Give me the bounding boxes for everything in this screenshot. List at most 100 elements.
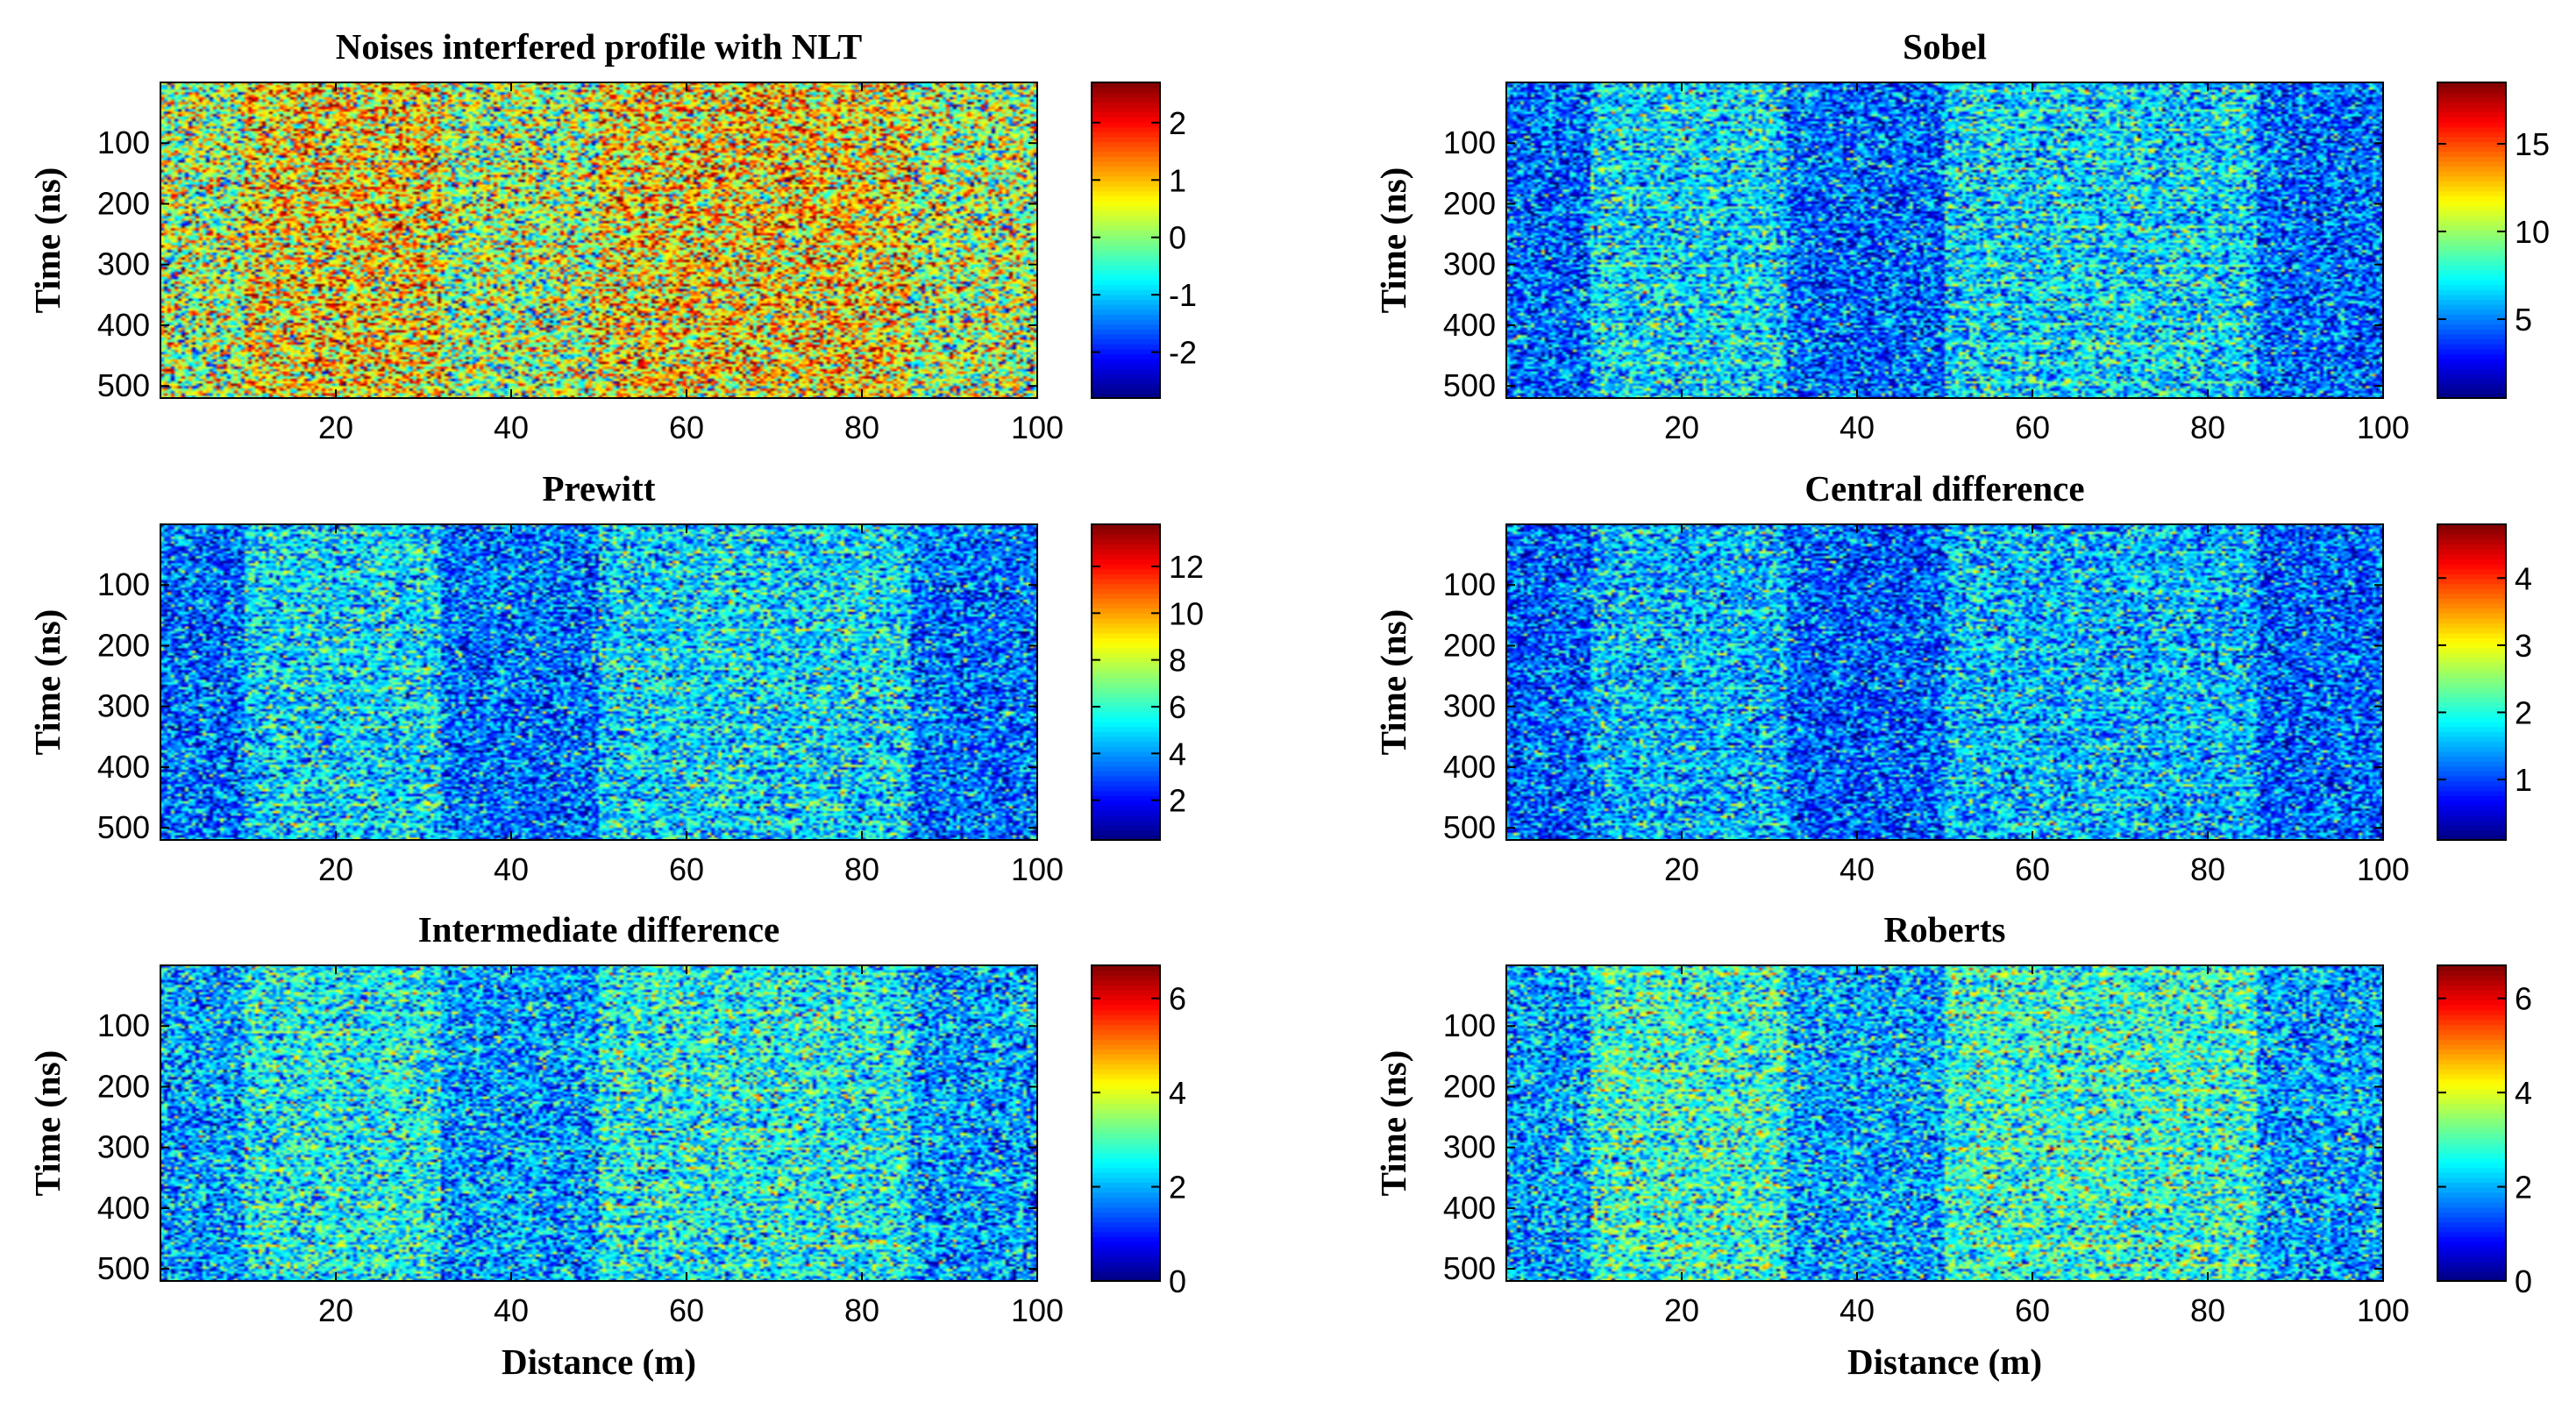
colorbar-tick-label: 15 [2515, 126, 2550, 162]
x-tick-label: 20 [318, 409, 353, 445]
colorbar-segment [1092, 87, 1160, 93]
colorbar-segment [1092, 141, 1160, 147]
colorbar-segment [1092, 122, 1160, 128]
x-tick-label: 80 [2190, 1292, 2225, 1328]
colorbar-tick-label: 4 [2515, 560, 2532, 596]
colorbar-tick-label: 6 [2515, 981, 2532, 1017]
colorbar-segment [1092, 1123, 1160, 1129]
colorbar-segment [1092, 1069, 1160, 1075]
colorbar-segment [2437, 1069, 2506, 1075]
colorbar-segment [1092, 1163, 1160, 1169]
colorbar-segment [2437, 245, 2506, 251]
colorbar-segment [1092, 529, 1160, 535]
colorbar-segment [2437, 304, 2506, 310]
colorbar-segment [2437, 765, 2506, 772]
colorbar-segment [1092, 632, 1160, 638]
colorbar-segment [1092, 1227, 1160, 1233]
colorbar-segment [1092, 598, 1160, 604]
colorbar-segment [2437, 810, 2506, 816]
y-tick-label: 300 [97, 688, 150, 724]
panel-title: Sobel [1903, 26, 1987, 67]
colorbar-frame [2437, 523, 2507, 841]
colorbar-segment [2437, 299, 2506, 305]
y-axis-label: Time (ns) [27, 167, 68, 314]
plot-frame [160, 964, 1038, 1282]
colorbar-segment [1092, 765, 1160, 772]
colorbar-segment [1092, 1088, 1160, 1094]
colorbar-segment [2437, 284, 2506, 290]
colorbar-segment [1092, 701, 1160, 708]
colorbar-segment [2437, 524, 2506, 530]
colorbar-segment [2437, 970, 2506, 976]
colorbar-segment [1092, 1246, 1160, 1252]
colorbar-segment [1092, 230, 1160, 236]
plot-frame [1505, 523, 2384, 841]
colorbar-segment [2437, 564, 2506, 570]
heatmap-image [1506, 524, 2383, 840]
colorbar-segment [1092, 329, 1160, 335]
panel-1: Sobel 20 40 60 80 100 100 200 300 400 500 Time (ns)… [1373, 26, 2550, 445]
colorbar-segment [2437, 559, 2506, 565]
colorbar-tick-label: 12 [1169, 549, 1204, 585]
plot-frame [160, 523, 1038, 841]
colorbar-tick-label: 3 [2515, 628, 2532, 664]
colorbar-segment [2437, 835, 2506, 841]
colorbar-segment [2437, 314, 2506, 320]
colorbar-segment [2437, 196, 2506, 202]
x-tick-label: 20 [318, 851, 353, 887]
colorbar-segment [1092, 373, 1160, 380]
colorbar-segment [1092, 538, 1160, 545]
colorbar-segment [1092, 102, 1160, 108]
colorbar-segment [1092, 1172, 1160, 1178]
colorbar-segment [1092, 1212, 1160, 1218]
colorbar-segment [2437, 593, 2506, 599]
colorbar-segment [1092, 1084, 1160, 1090]
colorbar-segment [1092, 979, 1160, 986]
colorbar-segment [2437, 1133, 2506, 1139]
colorbar-segment [1092, 617, 1160, 624]
colorbar-segment [1092, 175, 1160, 182]
colorbar-segment [2437, 538, 2506, 545]
colorbar-segment [1092, 829, 1160, 836]
colorbar-segment [1092, 245, 1160, 251]
colorbar-segment [1092, 1187, 1160, 1193]
colorbar-segment [2437, 1034, 2506, 1040]
colorbar-segment [2437, 598, 2506, 604]
colorbar-segment [1092, 990, 1160, 996]
x-tick-label: 100 [1011, 1292, 1064, 1328]
colorbar-segment [1092, 96, 1160, 103]
colorbar-segment [1092, 544, 1160, 550]
colorbar-segment [1092, 1108, 1160, 1114]
colorbar-segment [2437, 1000, 2506, 1006]
colorbar-segment [2437, 353, 2506, 359]
colorbar-segment [2437, 1084, 2506, 1090]
colorbar-segment [1092, 1177, 1160, 1184]
colorbar-segment [2437, 205, 2506, 211]
colorbar-segment [1092, 289, 1160, 295]
x-tick-label: 80 [2190, 409, 2225, 445]
colorbar-segment [2437, 1236, 2506, 1242]
colorbar-segment [1092, 363, 1160, 369]
colorbar-segment [2437, 359, 2506, 365]
colorbar-segment [1092, 1058, 1160, 1065]
colorbar-segment [1092, 388, 1160, 394]
colorbar-segment [2437, 378, 2506, 384]
colorbar-segment [1092, 810, 1160, 816]
colorbar-segment [2437, 269, 2506, 275]
colorbar-segment [1092, 741, 1160, 747]
colorbar-segment [2437, 1167, 2506, 1173]
colorbar-segment [2437, 175, 2506, 182]
panel-3: Central difference 20 40 60 80 100 100 200 300 40… [1373, 468, 2532, 887]
colorbar-segment [1092, 672, 1160, 678]
colorbar-segment [1092, 1157, 1160, 1163]
colorbar-segment [2437, 280, 2506, 286]
colorbar-segment [1092, 534, 1160, 540]
colorbar-segment [2437, 1177, 2506, 1184]
y-tick-label: 500 [97, 809, 150, 845]
colorbar-segment [1092, 1236, 1160, 1242]
colorbar-segment [1092, 368, 1160, 374]
colorbar-segment [1092, 628, 1160, 634]
colorbar-segment [1092, 667, 1160, 673]
